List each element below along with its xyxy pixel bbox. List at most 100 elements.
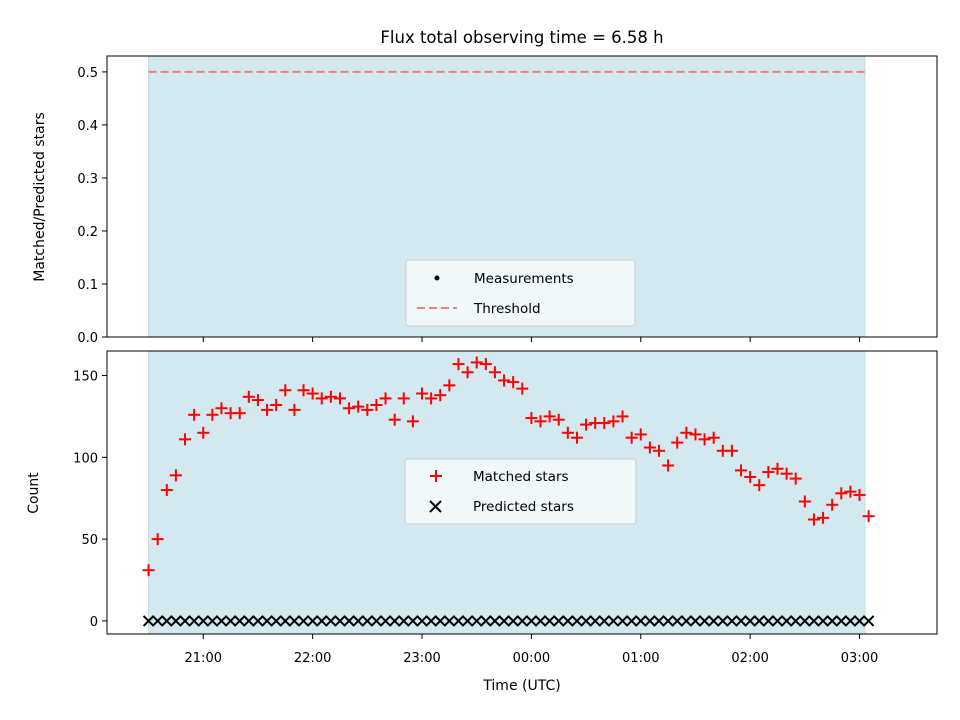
matched-star-point bbox=[725, 444, 738, 457]
predicted-star-point bbox=[644, 615, 656, 627]
matched-star-point bbox=[853, 488, 866, 501]
predicted-star-point bbox=[480, 615, 492, 627]
matched-star-point bbox=[233, 407, 246, 420]
predicted-star-point bbox=[452, 615, 465, 627]
matched-star-point bbox=[543, 410, 556, 423]
predicted-star-point bbox=[616, 615, 629, 627]
predicted-star-point bbox=[735, 615, 747, 627]
matched-star-point bbox=[671, 436, 684, 449]
predicted-star-point bbox=[780, 615, 793, 627]
matched-star-point bbox=[425, 392, 438, 405]
legend-matched-stars: Matched stars bbox=[473, 469, 569, 485]
matched-star-point bbox=[798, 495, 811, 508]
top-y-tick-label: 0.5 bbox=[77, 66, 98, 81]
matched-star-point bbox=[780, 467, 793, 480]
matched-star-point bbox=[179, 433, 192, 446]
predicted-star-point bbox=[826, 615, 838, 627]
matched-star-point bbox=[370, 398, 383, 411]
predicted-star-point bbox=[744, 615, 756, 627]
matched-star-point bbox=[288, 403, 301, 416]
predicted-stars-series bbox=[142, 615, 875, 627]
top-y-tick-label: 0.3 bbox=[77, 172, 98, 187]
predicted-star-point bbox=[334, 615, 346, 627]
predicted-star-point bbox=[361, 615, 374, 627]
predicted-star-point bbox=[771, 615, 784, 627]
matched-star-point bbox=[488, 366, 501, 379]
predicted-star-point bbox=[470, 615, 483, 627]
top-y-tick-label: 0.0 bbox=[77, 331, 98, 346]
predicted-star-point bbox=[625, 615, 638, 627]
matched-star-point bbox=[735, 464, 748, 477]
predicted-star-point bbox=[808, 615, 820, 627]
predicted-star-point bbox=[197, 615, 209, 627]
bottom-y-ticks: 0 50 100 150 bbox=[73, 370, 107, 630]
predicted-star-point bbox=[507, 615, 519, 627]
matched-star-point bbox=[388, 413, 401, 426]
matched-star-point bbox=[507, 376, 520, 389]
matched-star-point bbox=[634, 428, 647, 441]
matched-star-point bbox=[753, 479, 766, 492]
predicted-star-point bbox=[662, 615, 674, 627]
predicted-star-point bbox=[653, 615, 665, 627]
top-y-ticks: 0.0 0.1 0.2 0.3 0.4 0.5 bbox=[77, 66, 107, 346]
matched-star-point bbox=[452, 358, 465, 371]
matched-star-point bbox=[616, 410, 629, 423]
x-tick-label: 21:00 bbox=[185, 651, 222, 666]
matched-star-point bbox=[570, 431, 583, 444]
predicted-star-point bbox=[698, 615, 711, 627]
matched-star-point bbox=[333, 392, 346, 405]
predicted-star-point bbox=[516, 615, 528, 627]
matched-star-point bbox=[707, 431, 720, 444]
matched-star-point bbox=[652, 444, 665, 457]
predicted-star-point bbox=[461, 615, 474, 627]
matched-star-point bbox=[625, 431, 638, 444]
predicted-star-point bbox=[407, 615, 419, 627]
predicted-star-point bbox=[689, 615, 702, 627]
x-axis-label: Time (UTC) bbox=[482, 678, 560, 694]
matched-star-point bbox=[434, 389, 447, 402]
predicted-star-point bbox=[425, 615, 437, 627]
predicted-star-point bbox=[707, 615, 720, 627]
matched-star-point bbox=[598, 416, 611, 429]
predicted-star-point bbox=[306, 615, 319, 627]
matched-star-point bbox=[817, 511, 830, 524]
x-tick-label: 03:00 bbox=[841, 651, 878, 666]
matched-star-point bbox=[160, 484, 173, 497]
predicted-star-point bbox=[498, 615, 510, 627]
predicted-star-point bbox=[388, 615, 401, 627]
matched-star-point bbox=[206, 408, 219, 421]
matched-star-point bbox=[188, 408, 201, 421]
predicted-star-point bbox=[188, 615, 200, 627]
bottom-axes-frame bbox=[106, 350, 938, 635]
matched-star-point bbox=[197, 426, 210, 439]
predicted-star-point bbox=[252, 615, 264, 627]
matched-stars-series bbox=[142, 356, 875, 577]
matched-star-point bbox=[416, 387, 429, 400]
predicted-star-point bbox=[726, 615, 738, 627]
predicted-star-point bbox=[853, 615, 866, 627]
predicted-star-point bbox=[379, 615, 392, 627]
predicted-star-point bbox=[161, 615, 173, 627]
matched-star-point bbox=[835, 487, 848, 500]
predicted-star-point bbox=[170, 615, 182, 627]
x-tick-label: 01:00 bbox=[622, 651, 659, 666]
bottom-y-axis-label: Count bbox=[26, 472, 42, 514]
matched-star-point bbox=[498, 374, 511, 387]
predicted-stars-legend-marker bbox=[429, 500, 442, 513]
matched-star-point bbox=[443, 379, 456, 392]
matched-star-point bbox=[242, 390, 255, 403]
matched-star-point bbox=[306, 387, 319, 400]
bottom-y-tick-label: 100 bbox=[73, 451, 98, 466]
predicted-star-point bbox=[525, 615, 538, 627]
x-tick-label: 23:00 bbox=[403, 651, 440, 666]
predicted-star-point bbox=[671, 615, 683, 627]
predicted-star-point bbox=[142, 615, 155, 627]
matched-star-point bbox=[251, 394, 264, 407]
bottom-y-tick-label: 0 bbox=[90, 615, 98, 630]
predicted-star-point bbox=[297, 615, 310, 627]
predicted-star-point bbox=[589, 615, 601, 627]
predicted-star-point bbox=[799, 615, 811, 627]
matched-star-point bbox=[534, 415, 547, 428]
predicted-star-point bbox=[179, 615, 191, 627]
